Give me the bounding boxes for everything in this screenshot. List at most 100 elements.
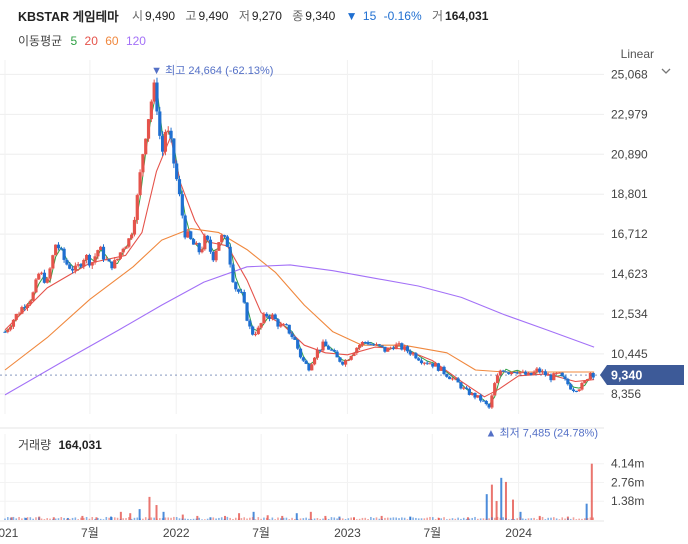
volume-bar [7,517,9,520]
volume-bar [561,517,564,520]
moving-average-legend[interactable]: 이동평균 5 20 60 120 [18,32,150,49]
volume-bar [530,518,533,520]
volume-bar [500,477,503,520]
open-value: 9,490 [145,8,176,23]
candle-body [552,373,556,381]
time-tick-label: 2022 [163,526,190,540]
volume-bar [23,517,26,520]
candle-body [307,363,311,371]
scale-selector[interactable]: Linear [621,47,654,61]
price-tick-label: 22,979 [611,107,648,121]
candle-body [79,264,83,267]
volume-bar [254,519,257,520]
volume-bar [466,517,469,520]
candle-body [73,265,77,271]
volume-bar [437,517,440,520]
candle-body [298,348,303,358]
volume-bar [196,515,199,520]
volume-bar [52,517,55,520]
candle-body [138,172,142,196]
volume-bar [336,518,338,520]
volume-bar [319,518,322,520]
candle-body [248,320,252,327]
volume-bar [178,518,181,520]
volume-bar [479,518,482,520]
volume-bar [316,518,319,520]
ma-60-legend: 60 [105,34,119,48]
volume-bar [429,516,431,520]
candle-body [585,379,590,381]
candle-body [37,273,41,280]
volume-bar [265,517,268,520]
volume-bar [29,517,32,520]
volume-bar [522,518,524,520]
chevron-down-icon[interactable] [661,68,671,76]
candle-body [169,130,173,139]
volume-bar [66,517,69,520]
volume-bar [350,517,352,520]
volume-bar [381,519,383,520]
candle-body [87,254,92,266]
candle-body [355,347,359,354]
candle-body [515,372,519,374]
volume-bar [358,518,361,520]
candle-body [11,319,16,327]
candle-body [217,242,221,251]
candle-body [498,370,502,376]
ma-60-line [4,228,595,373]
candle-body [555,372,559,374]
volume-bar [260,518,262,520]
candle-body [374,344,379,346]
candle-body [521,371,525,373]
candle-body [99,246,103,251]
volume-bar [370,516,372,520]
candle-body [6,329,10,332]
volume-bar [74,517,77,520]
volume-bar [482,518,485,520]
candle-body [231,264,235,283]
candle-body [577,389,581,392]
scale-mode-label: Linear [620,47,654,61]
candle-body [543,371,547,376]
candle-body [107,259,111,262]
candle-body [31,292,35,301]
volume-bar [15,518,18,520]
volume-bar [218,517,220,520]
volume-bar [223,518,226,520]
volume-bar [380,515,383,520]
candle-body [490,395,494,408]
candle-body [62,248,66,260]
volume-bar [43,519,46,520]
candle-body [315,349,319,358]
volume-bar [252,511,255,520]
volume-bar [167,517,170,520]
volume-bar [468,518,471,520]
volume-bar [448,518,451,520]
volume-bar [282,517,285,520]
volume-bar [271,517,274,520]
candle-body [405,346,410,352]
candle-body [425,362,429,364]
volume-bar [226,516,229,520]
change-down-icon: ▼ [345,8,358,23]
candle-body [417,358,421,361]
candle-body [445,374,449,377]
candle-body [464,387,469,389]
volume-bar [91,517,94,520]
volume-bar [446,519,448,520]
change-percent: -0.16% [383,8,422,23]
candle-body [363,342,367,344]
volume-bar [313,518,316,520]
volume-tick-label: 1.38m [611,494,644,508]
volume-bar [327,518,330,520]
volume-bar [147,518,150,520]
candle-body [583,380,587,383]
volume-bar [122,518,125,520]
candle-body [265,313,269,317]
volume-bar [77,519,79,520]
time-tick-label: 7월 [423,526,441,540]
candle-body [349,355,353,360]
volume-bar [356,519,358,520]
volume-bar [136,517,139,520]
